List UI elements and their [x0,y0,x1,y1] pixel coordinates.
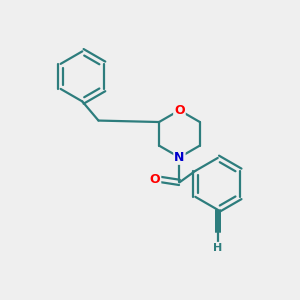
Text: H: H [213,243,222,253]
Text: N: N [174,151,184,164]
Text: O: O [174,104,185,117]
Text: O: O [150,173,160,186]
